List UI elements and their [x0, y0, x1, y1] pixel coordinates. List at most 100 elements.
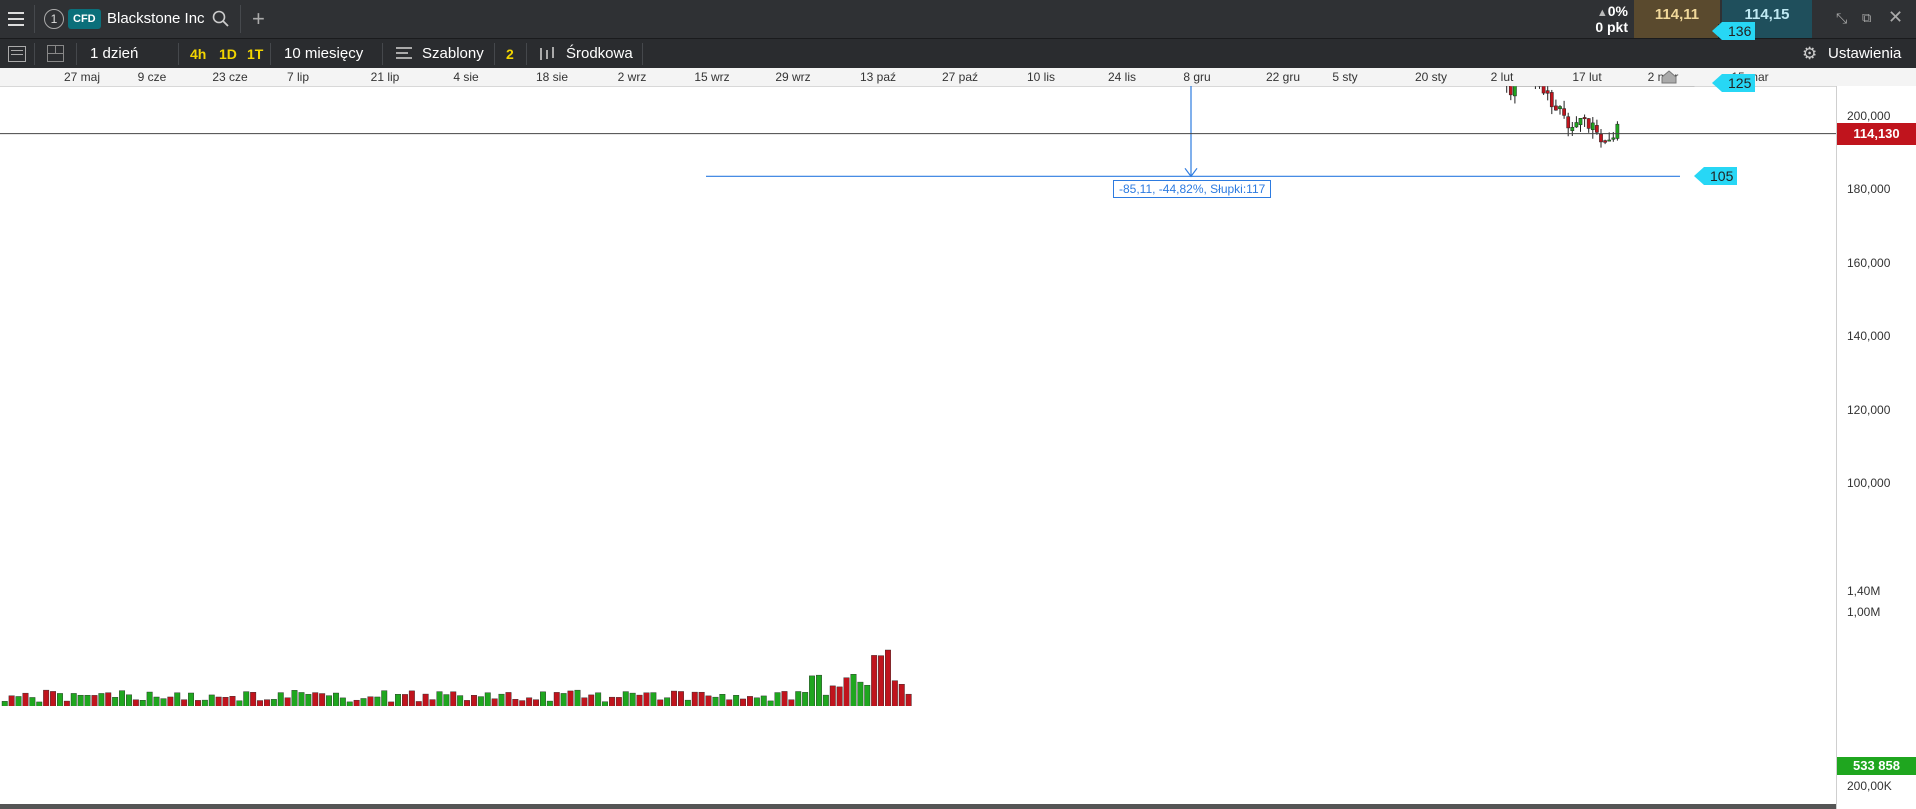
price-chart-svg [0, 0, 1836, 713]
volume-bar [84, 694, 91, 711]
layout-icon[interactable] [47, 45, 64, 62]
level-label-125[interactable]: 125 [1711, 73, 1756, 92]
volume-bar [581, 697, 588, 711]
date-tick: 29 wrz [775, 70, 811, 84]
timeframe-1d[interactable]: 1D [219, 46, 237, 62]
candle-body [1590, 122, 1595, 131]
volume-bar [333, 692, 339, 711]
period-selector[interactable]: 10 miesięcy [284, 45, 364, 62]
volume-bar [643, 692, 650, 711]
volume-bar [153, 696, 160, 711]
instrument-header: 1 CFD Blackstone Inc + ▲0% 0 pkt 114,11 … [0, 0, 1916, 38]
volume-bar [436, 691, 443, 711]
date-tick: 17 lut [1572, 70, 1602, 84]
close-icon[interactable]: ✕ [1888, 7, 1904, 27]
templates-button[interactable]: Szablony [422, 45, 484, 62]
volume-bar [339, 697, 346, 711]
volume-bar [408, 690, 415, 711]
timeframe-1t[interactable]: 1T [247, 46, 264, 62]
date-tick: 10 lis [1026, 70, 1056, 84]
volume-bar [450, 691, 457, 711]
add-tab-icon[interactable]: + [252, 6, 265, 31]
volume-bar [871, 655, 878, 711]
volume-bar [850, 674, 857, 711]
volume-bar [388, 701, 395, 711]
volume-bar [512, 699, 519, 711]
menu-button[interactable] [8, 10, 24, 26]
volume-bar [360, 698, 367, 711]
candle-body [1603, 140, 1607, 143]
change-percent: 0% [1607, 3, 1628, 19]
candle-body [1607, 139, 1612, 142]
change-percent-row: ▲0% [1582, 3, 1628, 19]
search-icon[interactable] [212, 10, 229, 27]
volume-bar [277, 692, 284, 711]
volume-bar [381, 690, 388, 711]
volume-bar [636, 694, 643, 711]
candle-body [1562, 108, 1566, 116]
volume-bar [774, 692, 781, 711]
shrink-icon[interactable]: ⤡ [1836, 10, 1848, 26]
price-tick: 120,000 [1847, 403, 1891, 417]
volume-bar [477, 696, 484, 711]
volume-bar [181, 699, 188, 711]
volume-bar [8, 695, 15, 711]
volume-bar [678, 691, 684, 711]
price-chart[interactable]: -85,11, -44,82%, Słupki:117 181 136 125 … [0, 0, 1836, 713]
volume-bar [891, 680, 898, 711]
volume-bar [402, 694, 408, 711]
level-label-105[interactable]: 105 [1693, 167, 1738, 186]
volume-bar [119, 690, 126, 711]
up-arrow-icon: ▲ [1596, 7, 1608, 19]
volume-bar [91, 695, 98, 711]
change-points: 0 pkt [1595, 19, 1628, 35]
volume-bar [567, 690, 574, 711]
popout-icon[interactable]: ⧉ [1862, 10, 1872, 25]
volume-bar [229, 696, 236, 711]
date-tick: 15 wrz [694, 70, 730, 84]
instrument-number-badge: 1 [44, 9, 64, 29]
indicator-count[interactable]: 2 [506, 46, 514, 62]
volume-bar [574, 689, 581, 711]
volume-tick: 200,00K [1847, 779, 1892, 793]
volume-bar [829, 685, 836, 711]
gear-icon: ⚙ [1802, 44, 1818, 63]
date-tick: 13 paź [859, 70, 897, 84]
instrument-name[interactable]: Blackstone Inc [107, 10, 205, 27]
sell-button[interactable]: 114,11 [1634, 0, 1720, 38]
volume-bar [609, 696, 615, 711]
volume-bar [29, 697, 36, 711]
candles-group [12, 0, 1620, 148]
candle-body [1599, 133, 1603, 143]
volume-bar [885, 649, 891, 711]
volume-bar [505, 692, 512, 711]
volume-bar [305, 694, 312, 711]
timeframe-4h[interactable]: 4h [190, 46, 207, 62]
interval-selector[interactable]: 1 dzień [90, 45, 139, 62]
buy-button[interactable]: 114,15 [1722, 0, 1812, 38]
bottom-scrollbar[interactable] [0, 804, 1836, 809]
volume-bar [298, 692, 305, 711]
volume-bar [167, 696, 174, 711]
indicator-button[interactable]: Środkowa [566, 45, 633, 62]
volume-tick: 1,40M [1847, 584, 1881, 598]
level-label-136[interactable]: 136 [1711, 22, 1756, 41]
price-tick: 200,000 [1847, 109, 1891, 123]
volume-bar [691, 691, 698, 711]
candle-body [1554, 105, 1558, 111]
volume-bar [105, 692, 112, 711]
volume-bar [629, 692, 636, 711]
measure-label[interactable]: -85,11, -44,82%, Słupki:117 [1113, 180, 1272, 199]
volume-bar [188, 692, 195, 711]
scroll-marker-icon[interactable] [1661, 70, 1677, 84]
volume-bar [822, 694, 829, 711]
volume-bar [816, 674, 822, 711]
candle-body [1566, 116, 1571, 129]
price-axis[interactable]: 200,000 180,000 160,000 140,000 120,000 … [1836, 86, 1916, 809]
volume-bar [236, 700, 243, 711]
volume-bar [312, 692, 319, 711]
date-tick: 23 cze [212, 70, 248, 84]
volume-bar [125, 694, 132, 711]
volume-bar [284, 697, 291, 711]
chart-list-icon[interactable] [8, 46, 26, 62]
